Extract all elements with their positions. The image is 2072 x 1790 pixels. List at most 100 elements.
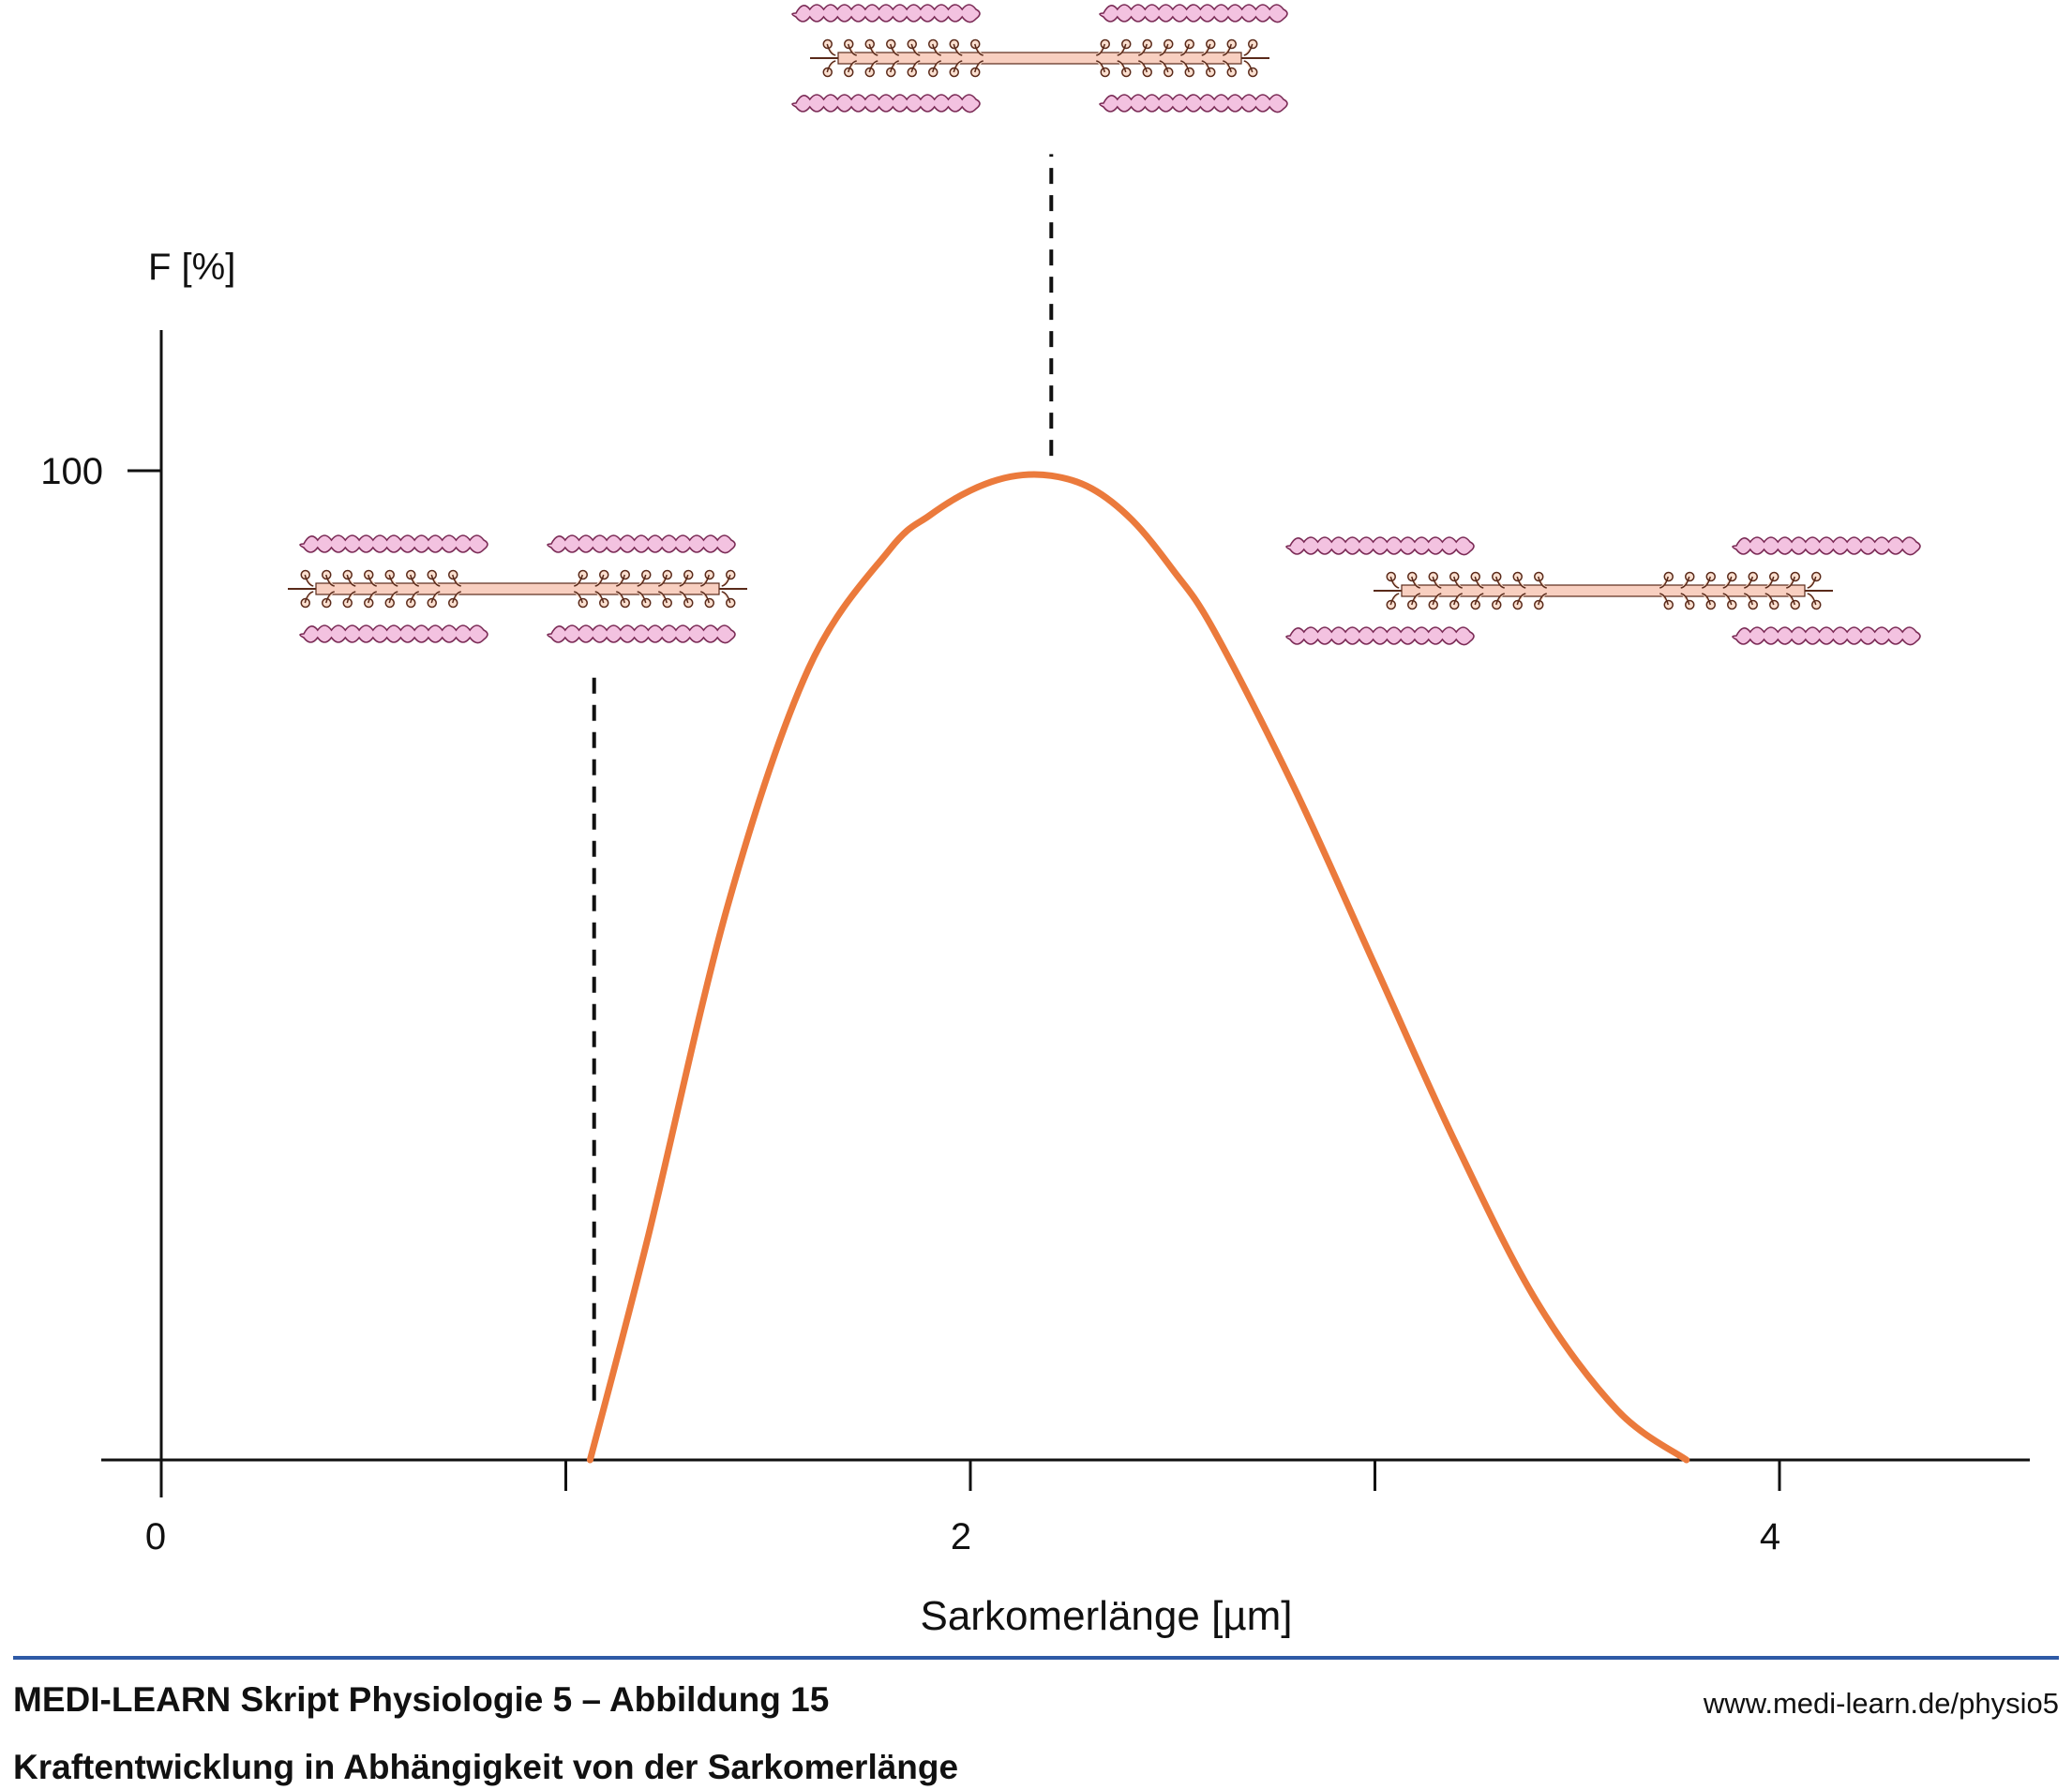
actin-filament: [1099, 4, 1288, 23]
myosin-head: [658, 591, 673, 609]
myosin-head: [1386, 593, 1400, 610]
sarcomere-optimal: [791, 4, 1288, 113]
myosin-head: [721, 569, 736, 587]
myosin-head: [1449, 593, 1463, 610]
myosin-head: [574, 591, 589, 609]
myosin-filament: [315, 582, 720, 595]
myosin-head: [1407, 593, 1420, 610]
myosin-head: [928, 60, 941, 78]
myosin-head: [574, 569, 589, 587]
myosin-head: [1223, 60, 1238, 78]
x-axis-label: Sarkomerlänge [µm]: [920, 1593, 1292, 1639]
myosin-head: [427, 569, 441, 587]
y-axis-label: F [%]: [148, 247, 235, 288]
myosin-head: [342, 591, 356, 609]
actin-filament: [299, 534, 488, 554]
sarcomere-long: [1285, 536, 1921, 646]
myosin-head: [1722, 571, 1737, 589]
myosin-head: [1659, 593, 1674, 610]
actin-filament: [1732, 536, 1921, 556]
myosin-head: [1138, 38, 1153, 56]
myosin-head: [700, 569, 715, 587]
myosin-head: [1201, 38, 1216, 56]
myosin-head: [1138, 60, 1153, 78]
series-layer: [586, 471, 1690, 1464]
myosin-head: [1159, 38, 1174, 56]
myosin-head: [658, 569, 673, 587]
myosin-head: [1180, 38, 1195, 56]
myosin-head: [1243, 38, 1258, 56]
sarcomere-short: [288, 534, 747, 644]
myosin-head: [1386, 571, 1400, 589]
myosin-head: [1659, 571, 1674, 589]
y-tick-label: 100: [40, 451, 103, 492]
myosin-head: [1428, 593, 1442, 610]
myosin-head: [1680, 593, 1695, 610]
myosin-head: [907, 60, 921, 78]
myosin-head: [822, 60, 836, 78]
myosin-head: [1428, 571, 1442, 589]
myosin-head: [406, 591, 419, 609]
myosin-head: [1096, 38, 1111, 56]
myosin-head: [1512, 593, 1526, 610]
myosin-head: [1702, 593, 1717, 610]
myosin-head: [864, 60, 878, 78]
myosin-head: [322, 591, 335, 609]
myosin-head: [1744, 571, 1759, 589]
myosin-head: [679, 569, 694, 587]
myosin-head: [364, 569, 377, 587]
myosin-head: [1470, 593, 1484, 610]
myosin-head: [322, 569, 335, 587]
myosin-head: [1807, 571, 1822, 589]
force-curve: [586, 471, 1690, 1464]
myosin-head: [448, 569, 461, 587]
actin-filament: [791, 4, 981, 23]
actin-filament: [1732, 626, 1921, 646]
x-tick-label: 2: [951, 1516, 971, 1557]
myosin-head: [970, 38, 983, 56]
actin-filament: [547, 534, 736, 554]
sarcomere-illustrations: [288, 4, 1921, 646]
myosin-head: [364, 591, 377, 609]
myosin-head: [384, 591, 398, 609]
actin-filament: [1099, 94, 1288, 113]
myosin-head: [1534, 571, 1547, 589]
myosin-head: [949, 60, 963, 78]
myosin-head: [300, 591, 314, 609]
myosin-head: [1764, 593, 1779, 610]
actin-filament: [1285, 626, 1475, 646]
myosin-head: [679, 591, 694, 609]
myosin-filament: [837, 52, 1242, 65]
myosin-head: [1449, 571, 1463, 589]
myosin-head: [1117, 38, 1132, 56]
myosin-head: [637, 569, 652, 587]
myosin-head: [1117, 60, 1132, 78]
myosin-head: [1744, 593, 1759, 610]
myosin-head: [1534, 593, 1547, 610]
myosin-head: [1223, 38, 1238, 56]
annotations: [592, 154, 1054, 1401]
myosin-head: [864, 38, 878, 56]
myosin-head: [637, 591, 652, 609]
myosin-head: [1243, 60, 1258, 78]
x-tick-label: 4: [1760, 1516, 1780, 1557]
myosin-head: [342, 569, 356, 587]
myosin-head: [928, 38, 941, 56]
myosin-head: [907, 38, 921, 56]
x-tick-label: 0: [145, 1516, 166, 1557]
myosin-head: [1680, 571, 1695, 589]
myosin-head: [616, 569, 631, 587]
chart: 0 2 4 100 F [%] Sarkomerlänge [µm]: [40, 4, 2030, 1639]
myosin-head: [700, 591, 715, 609]
axes: [101, 330, 2030, 1497]
myosin-head: [1764, 571, 1779, 589]
actin-filament: [299, 624, 488, 644]
myosin-head: [721, 591, 736, 609]
myosin-head: [1159, 60, 1174, 78]
myosin-head: [886, 60, 899, 78]
myosin-head: [970, 60, 983, 78]
actin-filament: [1285, 536, 1475, 556]
myosin-head: [1512, 571, 1526, 589]
myosin-head: [822, 38, 836, 56]
myosin-head: [1786, 571, 1801, 589]
